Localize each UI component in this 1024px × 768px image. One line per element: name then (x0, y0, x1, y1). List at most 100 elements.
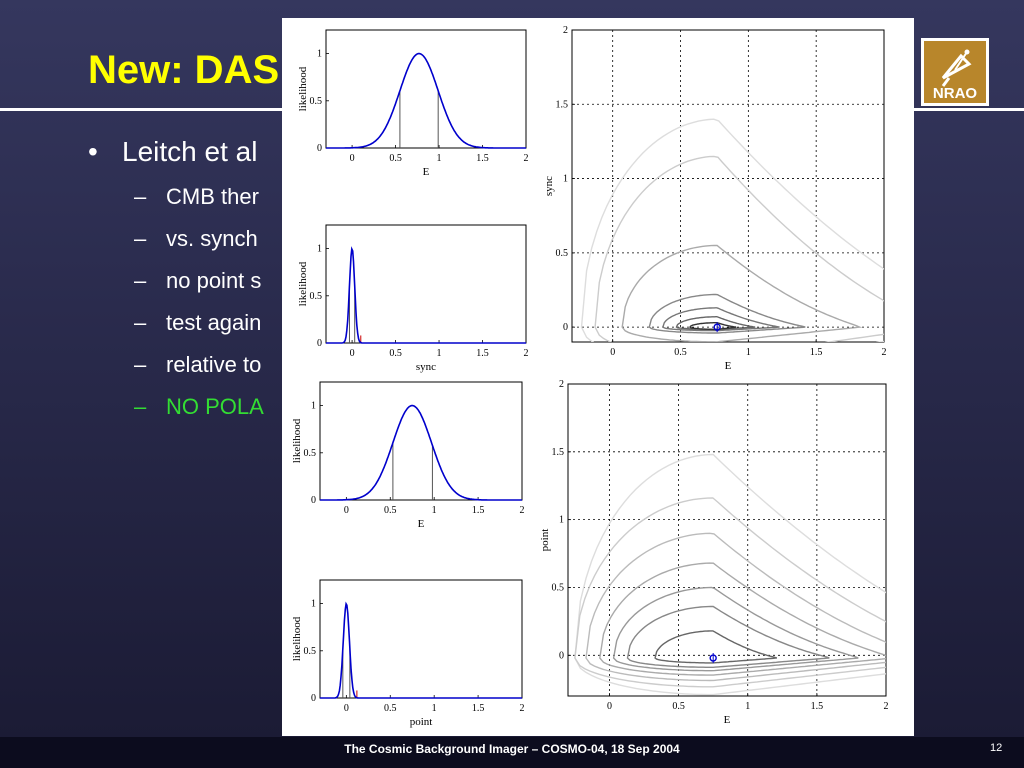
y-axis-label: likelihood (291, 418, 303, 463)
x-tick-label-2: 1 (437, 348, 442, 359)
y-axis-label: point (539, 529, 551, 552)
y-tick-label-1: 0.5 (552, 582, 565, 593)
plot-frame (571, 29, 885, 343)
x-tick-label-1: 0.5 (389, 348, 402, 359)
y-axis-label: likelihood (297, 66, 309, 111)
y-tick-label-0: 0 (559, 650, 564, 661)
contour-level-7 (621, 244, 863, 342)
contour-level-10 (574, 497, 886, 688)
x-tick-label-3: 1.5 (472, 703, 485, 714)
contour-level-11 (574, 453, 886, 696)
footer-bar (0, 737, 1024, 768)
y-axis-label: likelihood (291, 616, 303, 661)
sub-bullet-3: – no point s (134, 268, 262, 293)
x-tick-label-2: 1 (745, 701, 750, 712)
y-tick-label-1: 0.5 (310, 96, 323, 107)
nrao-logo: NRAO (921, 38, 989, 106)
y-tick-label-0: 0 (563, 322, 568, 333)
plot-frame (319, 381, 523, 501)
y-tick-label-3: 1.5 (556, 99, 569, 110)
x-tick-label-1: 0.5 (384, 505, 397, 516)
x-tick-label-4: 2 (884, 701, 889, 712)
y-tick-label-0: 0 (317, 143, 322, 154)
x-tick-label-3: 1.5 (811, 701, 824, 712)
sub-bullet-2: – vs. synch (134, 226, 258, 251)
contour-lines (580, 118, 884, 342)
y-tick-label-1: 0.5 (304, 448, 317, 459)
y-tick-label-2: 1 (311, 401, 316, 412)
x-axis-label: sync (416, 361, 436, 373)
y-tick-label-0: 0 (311, 693, 316, 704)
plot-frame (325, 29, 527, 149)
plot-frame (567, 383, 887, 697)
x-tick-label-0: 0 (607, 701, 612, 712)
y-tick-label-2: 1 (317, 49, 322, 60)
y-tick-label-2: 1 (559, 515, 564, 526)
x-tick-label-4: 2 (520, 703, 525, 714)
y-tick-label-2: 1 (563, 174, 568, 185)
x-tick-label-0: 0 (350, 348, 355, 359)
footer-text: The Cosmic Background Imager – COSMO-04,… (344, 742, 680, 756)
x-tick-label-3: 1.5 (476, 153, 489, 164)
likelihood-panel-4: 0 0.5 1 1.5 2 0 0.5 1 point likelihood (291, 579, 525, 728)
likelihood-curve (320, 601, 522, 699)
contour-lines (574, 453, 886, 696)
sub-bullet-1: – CMB ther (134, 184, 259, 209)
y-tick-label-3: 1.5 (552, 447, 565, 458)
page-number: 12 (990, 742, 1003, 754)
contour-level-4 (662, 307, 780, 332)
x-tick-label-4: 2 (524, 348, 529, 359)
logo-text: NRAO (933, 85, 977, 102)
y-tick-label-4: 2 (559, 379, 564, 390)
contour-level-9 (594, 155, 884, 342)
likelihood-curve (326, 52, 526, 149)
contour-level-2 (689, 322, 737, 331)
y-axis-label: likelihood (297, 261, 309, 306)
y-tick-label-1: 0.5 (310, 291, 323, 302)
x-tick-label-0: 0 (350, 153, 355, 164)
y-tick-label-4: 2 (563, 25, 568, 36)
x-tick-label-1: 0.5 (674, 347, 687, 358)
x-tick-label-2: 1 (746, 347, 751, 358)
sub-bullet-6: – NO POLA (134, 394, 264, 419)
x-axis-label: E (725, 360, 732, 372)
x-tick-label-3: 1.5 (476, 348, 489, 359)
contour-level-8 (599, 562, 886, 676)
sub-bullet-5: – relative to (134, 352, 262, 377)
x-axis-label: E (418, 518, 425, 530)
likelihood-curve (326, 246, 526, 344)
x-tick-label-3: 1.5 (810, 347, 823, 358)
x-tick-label-1: 0.5 (384, 703, 397, 714)
contour-level-4 (654, 630, 778, 664)
y-tick-label-2: 1 (317, 244, 322, 255)
x-tick-label-2: 1 (432, 703, 437, 714)
x-axis-label: point (410, 716, 433, 728)
nrao-telescope-icon (941, 49, 972, 87)
likelihood-curve (320, 404, 522, 501)
x-tick-label-3: 1.5 (472, 505, 485, 516)
contour-level-5 (648, 293, 806, 334)
contour-level-9 (585, 532, 886, 682)
x-tick-label-0: 0 (344, 505, 349, 516)
x-tick-label-4: 2 (520, 505, 525, 516)
y-tick-label-1: 0.5 (304, 646, 317, 657)
x-tick-label-2: 1 (432, 505, 437, 516)
bullet-marker: • (88, 136, 98, 167)
x-tick-label-1: 0.5 (389, 153, 402, 164)
sub-bullet-4: – test again (134, 310, 262, 335)
slide-title: New: DAS (88, 48, 280, 92)
y-tick-label-2: 1 (311, 599, 316, 610)
x-tick-label-4: 2 (882, 347, 887, 358)
x-tick-label-0: 0 (610, 347, 615, 358)
contour-level-7 (612, 586, 859, 672)
x-tick-label-0: 0 (344, 703, 349, 714)
y-tick-label-0: 0 (317, 338, 322, 349)
x-axis-label: E (423, 166, 430, 178)
